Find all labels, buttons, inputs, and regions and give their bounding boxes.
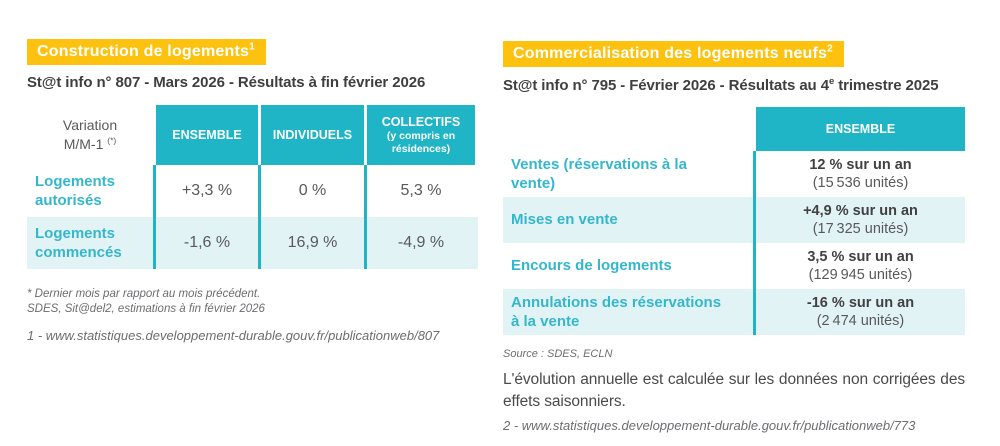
value-cell: +3,3 % <box>153 165 258 218</box>
units-value: (2 474 unités) <box>816 313 905 330</box>
construction-footnote: * Dernier mois par rapport au mois précé… <box>27 287 479 317</box>
value-cell: 0 % <box>258 165 364 218</box>
commercialisation-title-footnote-marker: 2 <box>827 43 833 55</box>
row-label: Ventes (réservations à la vente) <box>511 155 687 193</box>
table-row-ventes: Ventes (réservations à la vente) 12 % su… <box>503 151 965 198</box>
column-header-ensemble: ENSEMBLE <box>156 105 258 166</box>
row-label: Encours de logements <box>511 257 672 275</box>
value-cell: 12 % sur un an (15 536 unités) <box>753 151 965 198</box>
column-header-ensemble: ENSEMBLE <box>756 107 965 152</box>
units-value: (15 536 unités) <box>812 175 909 192</box>
percent-value: 12 % sur un an <box>809 156 912 173</box>
commercialisation-title-badge: Commercialisation des logements neufs2 <box>503 41 844 68</box>
value-cell: 16,9 % <box>258 217 364 270</box>
table-row-mises-en-vente: Mises en vente +4,9 % sur un an (17 325 … <box>503 197 965 244</box>
column-header-collectifs-sub: (y compris en résidences) <box>386 130 456 155</box>
column-header-individuels: INDIVIDUELS <box>261 105 364 166</box>
value-cell: -16 % sur un an (2 474 unités) <box>753 289 965 336</box>
table-row-logements-autorises: Logements autorisés +3,3 % 0 % 5,3 % <box>27 165 478 218</box>
variation-footnote-marker: (*) <box>107 135 117 146</box>
table-row-annulations: Annulations des réservations à la vente … <box>503 289 965 336</box>
value-cell: -1,6 % <box>153 217 258 270</box>
header-spacer <box>503 107 753 151</box>
commercialisation-subtitle: St@t info n° 795 - Février 2026 - Résult… <box>503 76 939 95</box>
commercialisation-title: Commercialisation des logements neufs <box>513 45 828 62</box>
variation-line1: Variation <box>62 117 118 134</box>
construction-publication-link[interactable]: 1 - www.statistiques.developpement-durab… <box>27 328 440 344</box>
row-label: Mises en vente <box>511 211 618 229</box>
table-row-encours: Encours de logements 3,5 % sur un an (12… <box>503 243 965 290</box>
percent-value: -16 % sur un an <box>806 294 915 311</box>
value-cell: +4,9 % sur un an (17 325 unités) <box>753 197 965 244</box>
value-cell: -4,9 % <box>364 217 475 270</box>
construction-table: Variation M/M-1 (*) ENSEMBLE INDIVIDUELS… <box>27 105 478 270</box>
commercialisation-panel: Commercialisation des logements neufs2 S… <box>503 41 965 433</box>
construction-title-badge: Construction de logements1 <box>27 39 266 66</box>
row-label: Annulations des réservations à la vente <box>511 293 722 331</box>
footnote-line1: * Dernier mois par rapport au mois précé… <box>27 288 261 301</box>
variation-corner-label: Variation M/M-1 (*) <box>27 105 153 165</box>
variation-line2: M/M-1 (*) <box>63 135 117 153</box>
trimestre-ordinal-sup: e <box>828 76 835 88</box>
percent-value: 3,5 % sur un an <box>807 248 914 265</box>
construction-title-footnote-marker: 1 <box>249 41 255 53</box>
row-label: Logements commencés <box>35 224 122 262</box>
value-cell: 3,5 % sur un an (129 945 unités) <box>753 243 965 290</box>
construction-subtitle: St@t info n° 807 - Mars 2026 - Résultats… <box>27 74 426 92</box>
footnote-line2: SDES, Sit@del2, estimations à fin févrie… <box>27 303 265 316</box>
table-row-logements-commences: Logements commencés -1,6 % 16,9 % -4,9 % <box>27 217 478 270</box>
construction-title: Construction de logements <box>37 43 250 60</box>
commercialisation-table: ENSEMBLE Ventes (réservations à la vente… <box>503 107 965 336</box>
row-label: Logements autorisés <box>35 172 116 210</box>
source-note: Source : SDES, ECLN <box>503 348 613 361</box>
units-value: (129 945 unités) <box>808 267 913 284</box>
units-value: (17 325 unités) <box>812 221 909 238</box>
seasonal-adjustment-note: L'évolution annuelle est calculée sur le… <box>503 371 965 411</box>
commercialisation-table-header-row: ENSEMBLE <box>503 107 965 152</box>
column-header-collectifs: COLLECTIFS (y compris en résidences) <box>367 105 475 166</box>
value-cell: 5,3 % <box>364 165 475 218</box>
commercialisation-publication-link[interactable]: 2 - www.statistiques.developpement-durab… <box>503 418 916 434</box>
construction-table-header-row: Variation M/M-1 (*) ENSEMBLE INDIVIDUELS… <box>27 105 478 166</box>
percent-value: +4,9 % sur un an <box>803 202 918 219</box>
construction-panel: Construction de logements1 St@t info n° … <box>27 39 479 343</box>
